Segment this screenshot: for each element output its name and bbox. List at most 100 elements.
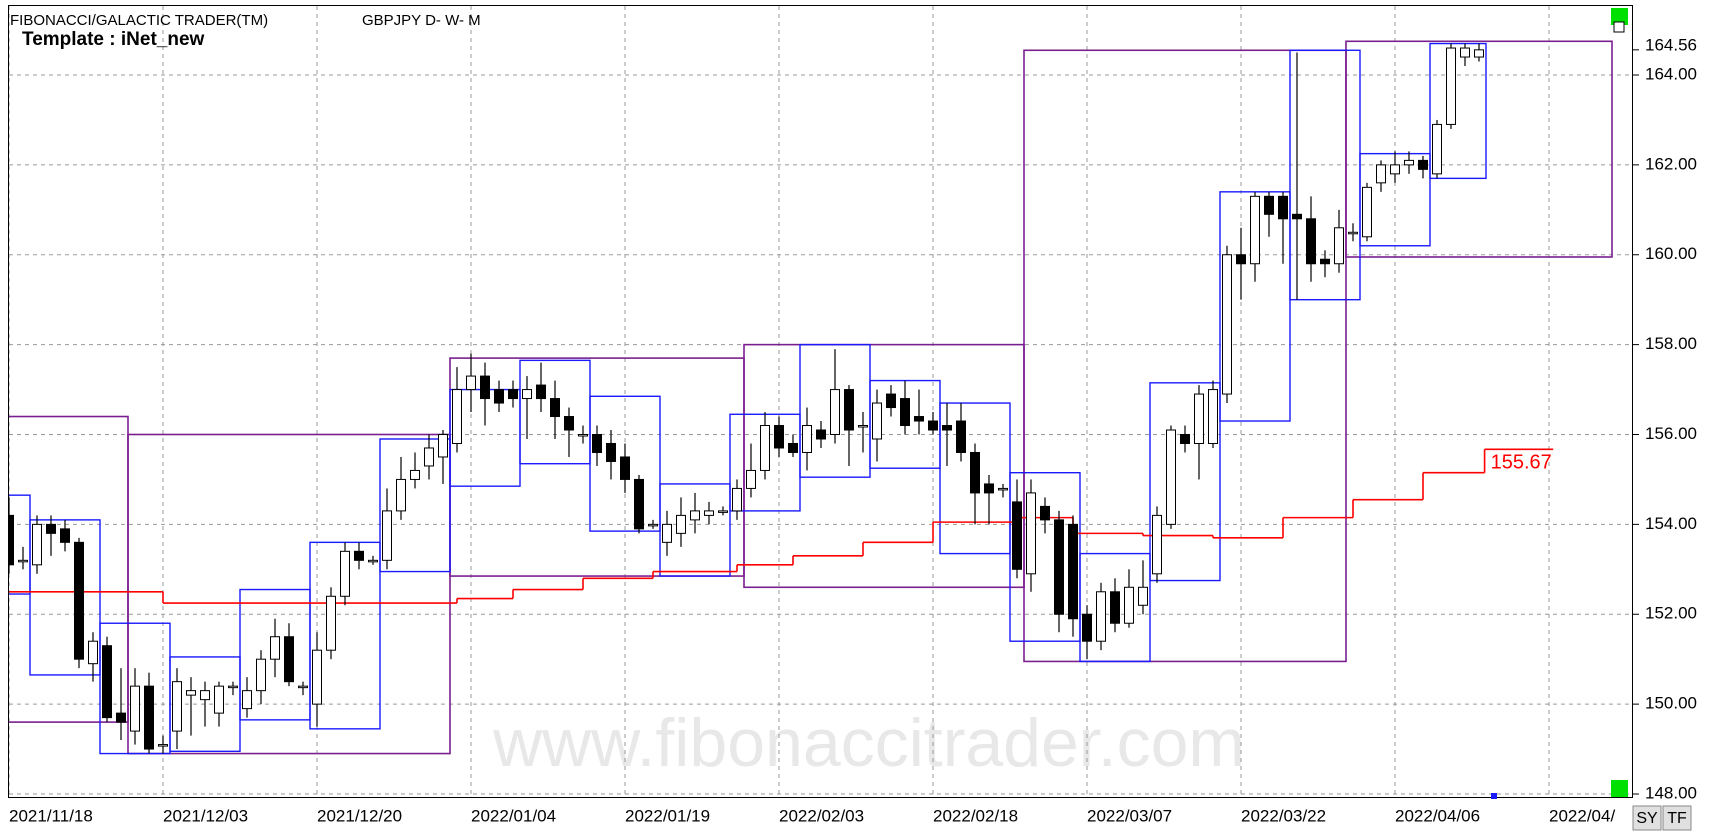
candle-body bbox=[1264, 195, 1274, 215]
weekly-range-box bbox=[379, 438, 451, 573]
candle-body bbox=[732, 487, 742, 512]
candle-body bbox=[242, 690, 252, 710]
candle-body bbox=[1460, 47, 1470, 58]
candle-body bbox=[1390, 164, 1400, 175]
candle-body bbox=[214, 685, 224, 714]
candle-body bbox=[774, 425, 784, 449]
candle-body bbox=[578, 434, 588, 437]
candle-body bbox=[326, 595, 336, 651]
candle-body bbox=[256, 658, 266, 692]
candle-body bbox=[802, 425, 812, 453]
candle-body bbox=[1348, 231, 1358, 235]
candle-body bbox=[522, 389, 532, 400]
x-tick-label: 2022/03/22 bbox=[1241, 806, 1326, 825]
candle-body bbox=[1432, 123, 1442, 175]
y-tick-label: 152.00 bbox=[1645, 604, 1697, 623]
y-tick-label: 156.00 bbox=[1645, 424, 1697, 443]
button-label[interactable]: TF bbox=[1667, 810, 1687, 827]
candle-body bbox=[816, 429, 826, 440]
x-tick-label: 2022/02/03 bbox=[779, 806, 864, 825]
candle-body bbox=[690, 510, 700, 521]
button-label[interactable]: SY bbox=[1636, 810, 1658, 827]
candle-body bbox=[1446, 47, 1456, 125]
candle-body bbox=[368, 559, 378, 563]
sy-button[interactable]: SY bbox=[1632, 805, 1662, 831]
last-price-label: 164.56 bbox=[1645, 35, 1697, 54]
candle-body bbox=[1110, 591, 1120, 624]
candle-body bbox=[1152, 514, 1162, 575]
candle-body bbox=[788, 442, 798, 453]
candle-body bbox=[1124, 586, 1134, 624]
button-face[interactable] bbox=[1662, 805, 1692, 831]
button-face[interactable] bbox=[1632, 805, 1662, 831]
monthly-range-box bbox=[127, 433, 451, 755]
candle-body bbox=[550, 398, 560, 418]
candle-body bbox=[1404, 159, 1414, 166]
plot-area bbox=[9, 6, 1632, 796]
candle-body bbox=[648, 523, 658, 527]
y-tick-label: 158.00 bbox=[1645, 334, 1697, 353]
x-tick-label: 2022/03/07 bbox=[1087, 806, 1172, 825]
candle-body bbox=[32, 523, 42, 566]
candle-body bbox=[970, 451, 980, 494]
candle-body bbox=[74, 541, 84, 660]
y-tick-label: 162.00 bbox=[1645, 154, 1697, 173]
candle-body bbox=[844, 389, 854, 431]
candle-body bbox=[1054, 519, 1064, 615]
x-tick-label: 2022/01/04 bbox=[471, 806, 556, 825]
x-tick-label: 2021/11/18 bbox=[9, 806, 93, 825]
candle-body bbox=[1194, 393, 1204, 444]
x-tick-label: 2021/12/03 bbox=[163, 806, 248, 825]
candle-body bbox=[564, 416, 574, 431]
candle-body bbox=[830, 389, 840, 435]
candle-body bbox=[1418, 159, 1428, 170]
monthly-range-box bbox=[1023, 49, 1347, 663]
y-tick-label: 164.00 bbox=[1645, 64, 1697, 83]
candle-body bbox=[354, 550, 364, 561]
candle-body bbox=[1208, 389, 1218, 444]
candle-body bbox=[858, 425, 868, 428]
candle-body bbox=[900, 398, 910, 427]
watermark: www.fibonaccitrader.com bbox=[492, 705, 1245, 781]
weekly-range-box bbox=[659, 483, 731, 577]
candle-body bbox=[1334, 227, 1344, 265]
candle-body bbox=[452, 389, 462, 444]
y-tick-label: 160.00 bbox=[1645, 244, 1697, 263]
candle-body bbox=[620, 456, 630, 480]
x-tick-label: 2021/12/20 bbox=[317, 806, 402, 825]
x-tick-label: 2022/01/19 bbox=[625, 806, 710, 825]
x-tick-label: 2022/04/06 bbox=[1395, 806, 1480, 825]
candle-body bbox=[410, 469, 420, 480]
candle-body bbox=[1222, 254, 1232, 395]
y-tick-label: 148.00 bbox=[1645, 783, 1697, 802]
tf-button[interactable]: TF bbox=[1662, 805, 1692, 831]
candle-body bbox=[984, 483, 994, 494]
candle-body bbox=[88, 640, 98, 665]
candle-body bbox=[228, 685, 238, 689]
x-tick-label: 2022/04/ bbox=[1549, 806, 1615, 825]
y-tick-label: 150.00 bbox=[1645, 694, 1697, 713]
candle-body bbox=[1040, 505, 1050, 521]
candle-body bbox=[298, 685, 308, 689]
candle-body bbox=[914, 416, 924, 422]
candle-body bbox=[592, 434, 602, 453]
candle-body bbox=[1012, 501, 1022, 570]
candle-body bbox=[662, 523, 672, 543]
candle-body bbox=[1236, 254, 1246, 265]
candle-body bbox=[746, 469, 756, 489]
candle-body bbox=[634, 478, 644, 530]
candle-body bbox=[676, 514, 686, 534]
candle-body bbox=[396, 478, 406, 512]
candle-body bbox=[508, 389, 518, 400]
candle-body bbox=[1082, 613, 1092, 642]
candle-body bbox=[1250, 195, 1260, 265]
candle-body bbox=[116, 712, 126, 723]
step-line-label: 155.67 bbox=[1491, 452, 1552, 474]
candle-body bbox=[704, 510, 714, 516]
candle-body bbox=[1278, 195, 1288, 220]
candle-body bbox=[956, 420, 966, 453]
candle-body bbox=[480, 375, 490, 400]
candle-body bbox=[1292, 213, 1302, 220]
candle-body bbox=[928, 420, 938, 431]
candle-body bbox=[46, 523, 56, 534]
